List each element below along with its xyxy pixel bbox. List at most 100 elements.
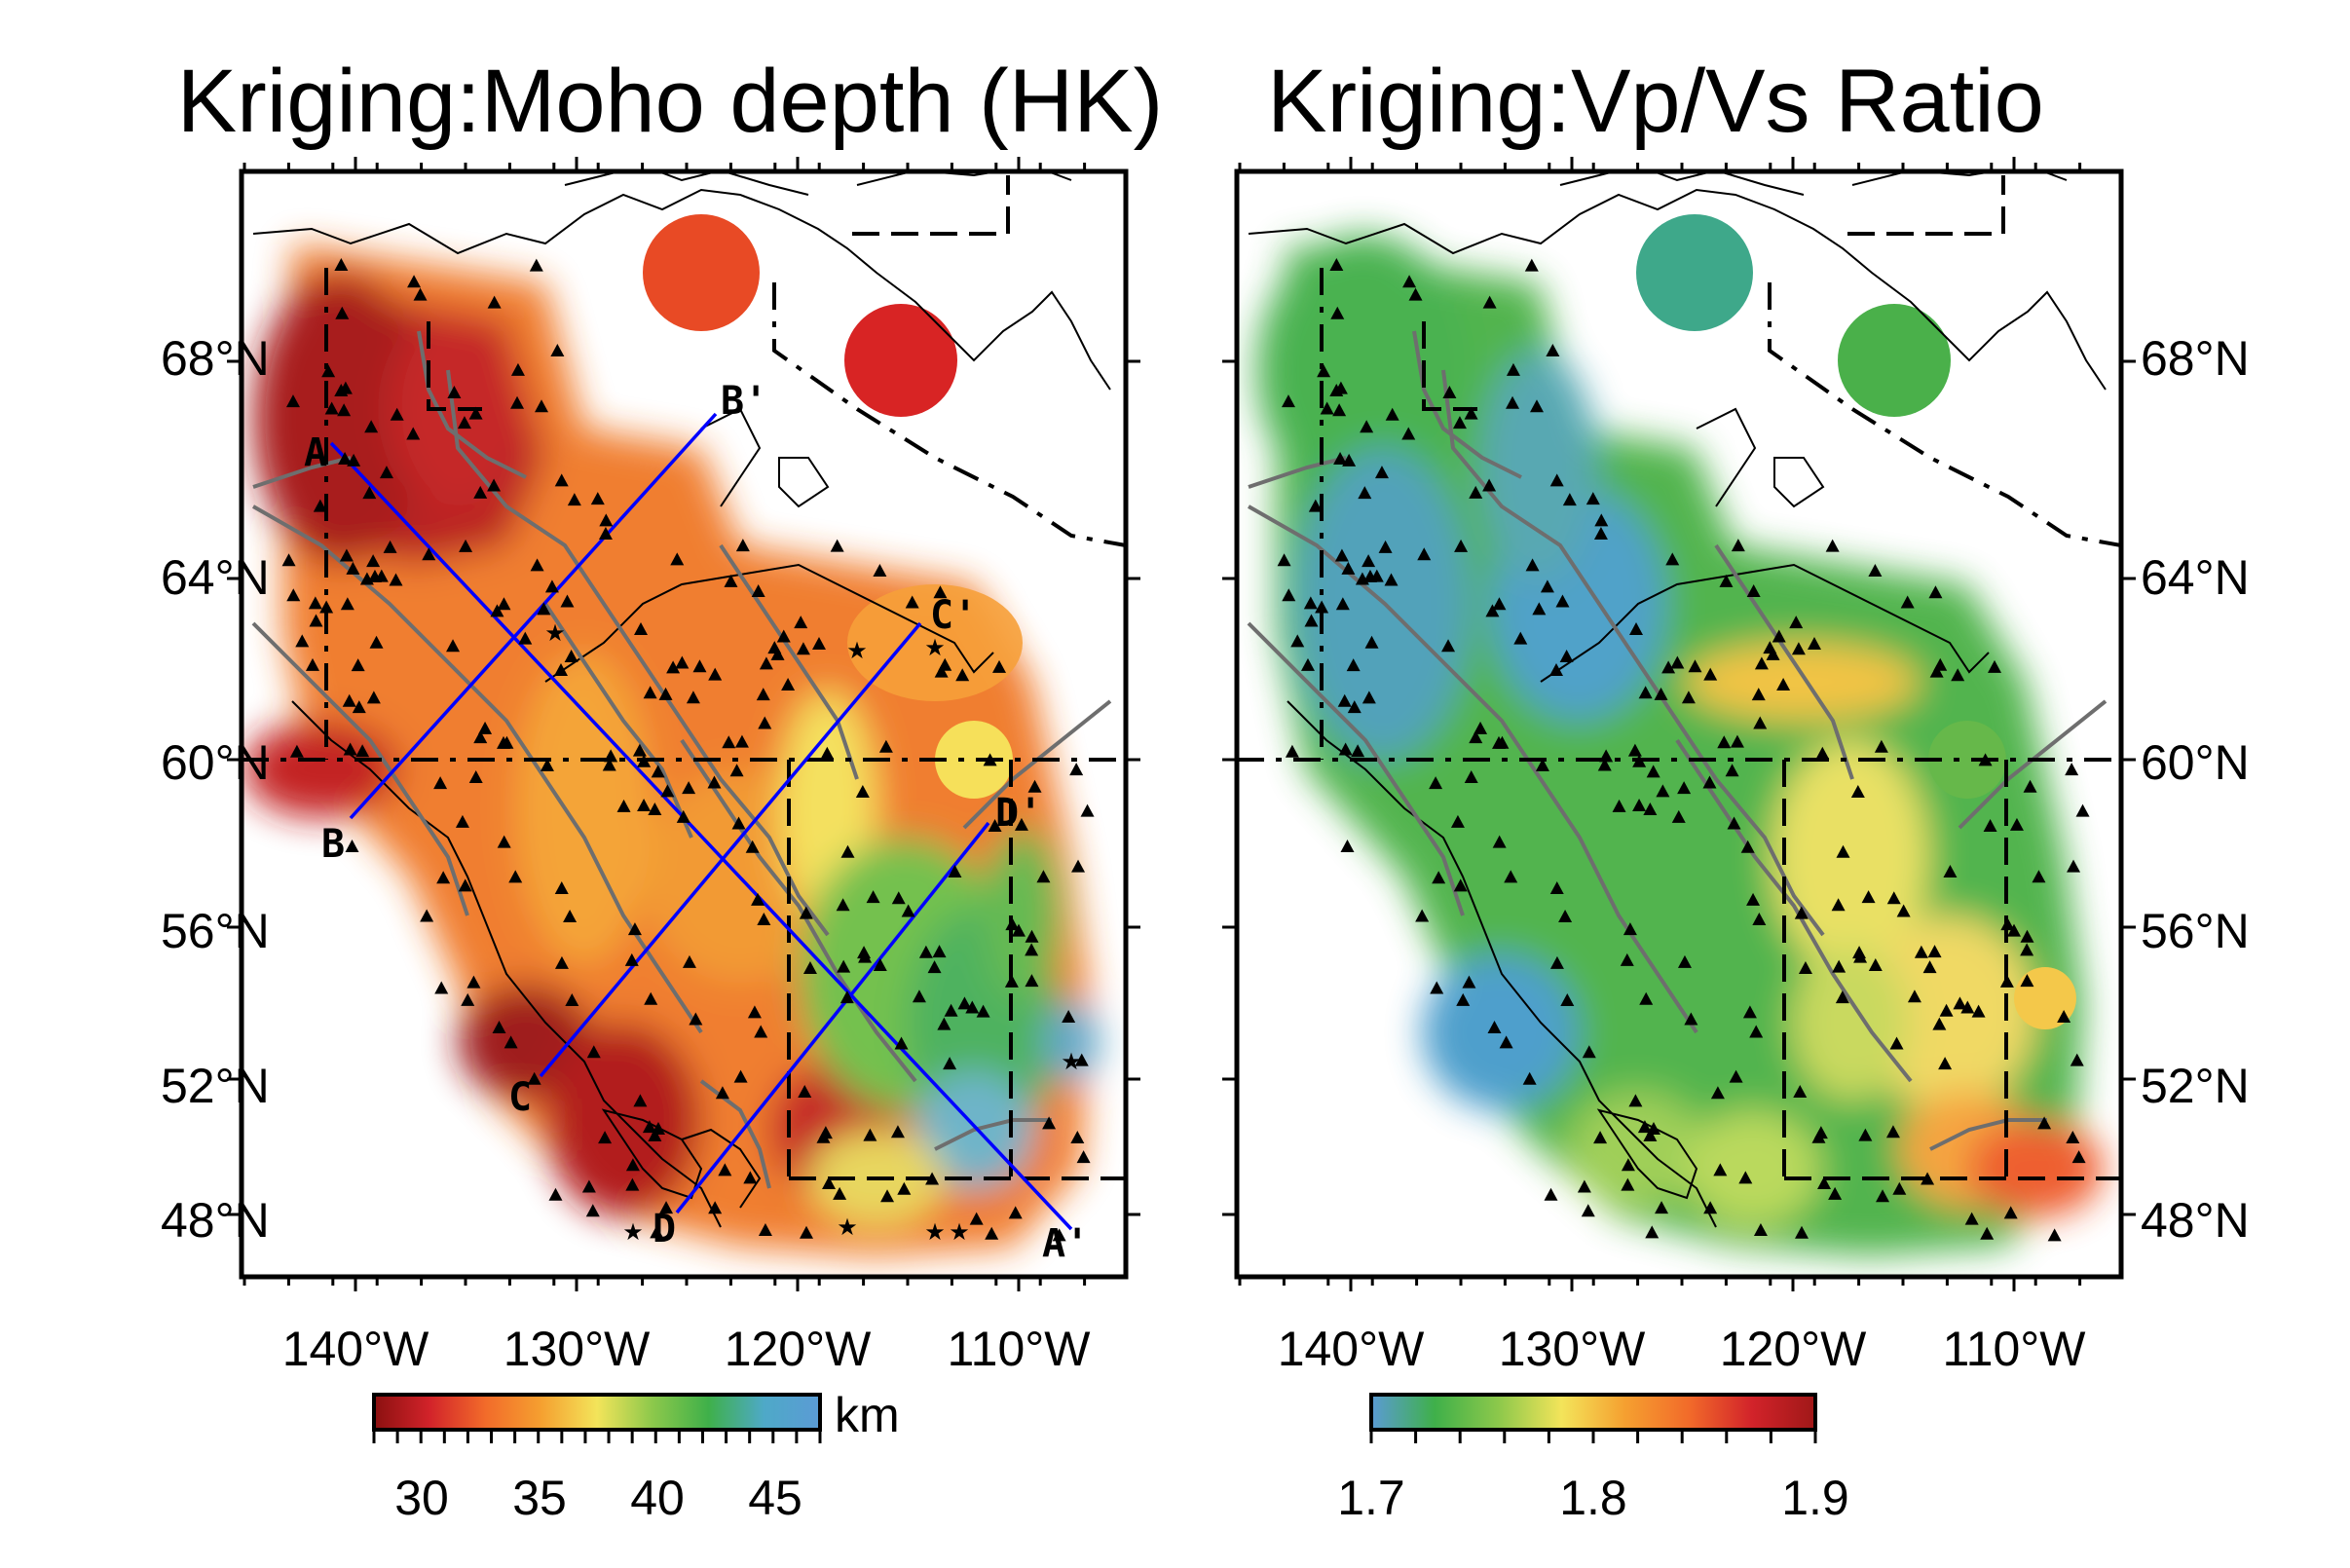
triangle-icon <box>1710 1086 1725 1100</box>
triangle-icon <box>733 1069 748 1083</box>
profile-c-start-label: C <box>508 1075 532 1120</box>
triangle-icon <box>855 784 870 798</box>
triangle-icon <box>1506 395 1520 409</box>
y-tick-label: 48°N <box>161 1193 270 1248</box>
triangle-icon <box>2057 1009 2071 1023</box>
triangle-icon <box>1277 553 1291 567</box>
triangle-icon <box>497 597 511 611</box>
triangle-icon <box>767 641 782 654</box>
triangle-icon <box>1025 974 1039 988</box>
triangle-icon <box>651 1121 665 1135</box>
triangle-icon <box>1441 639 1456 653</box>
triangle-icon <box>1951 668 1965 682</box>
triangle-icon <box>863 1128 877 1141</box>
triangle-icon <box>473 730 488 744</box>
map-frame <box>239 168 1129 1280</box>
triangle-icon <box>1351 744 1365 758</box>
triangle-icon <box>1374 466 1389 479</box>
triangle-icon <box>1525 558 1540 572</box>
triangle-icon <box>1334 548 1349 562</box>
x-tick-labels: 140°W 130°W 120°W 110°W <box>282 1322 1092 1376</box>
triangle-icon <box>598 1131 613 1144</box>
triangle-icon <box>1492 835 1507 848</box>
triangle-icon <box>1932 1017 1947 1030</box>
triangle-icon <box>342 693 356 707</box>
triangle-icon <box>747 1005 762 1019</box>
triangle-icon <box>686 691 700 704</box>
triangle-icon <box>944 1003 958 1017</box>
triangle-icon <box>345 839 359 852</box>
triangle-icon <box>1069 763 1084 776</box>
triangle-icon <box>1499 1035 1513 1049</box>
star-icon: ★ <box>544 619 566 647</box>
triangle-icon <box>537 602 551 616</box>
triangle-icon <box>1290 634 1305 648</box>
triangle-icon <box>1772 629 1786 643</box>
triangle-icon <box>436 871 451 884</box>
triangle-icon <box>1558 910 1573 923</box>
triangle-icon <box>338 452 353 466</box>
triangle-icon <box>627 922 642 936</box>
triangle-icon <box>905 595 919 609</box>
triangle-icon <box>1417 547 1432 561</box>
triangle-icon <box>1656 784 1670 798</box>
triangle-icon <box>508 870 523 883</box>
triangle-icon <box>1929 664 1944 678</box>
x-tick-label: 130°W <box>1499 1322 1646 1376</box>
triangle-icon <box>565 992 579 1006</box>
triangle-icon <box>933 585 948 599</box>
triangle-icon <box>1740 840 1755 853</box>
triangle-icon <box>901 904 915 917</box>
triangle-icon <box>1025 943 1039 956</box>
triangle-icon <box>1980 1226 1995 1240</box>
triangle-icon <box>389 573 403 586</box>
triangle-icon <box>1532 602 1547 616</box>
y-tick-label: 56°N <box>2141 904 2250 958</box>
triangle-icon <box>346 561 360 575</box>
y-tick-label: 60°N <box>161 735 270 790</box>
triangle-icon <box>689 1012 703 1026</box>
triangle-icon <box>1004 974 1019 988</box>
triangle-icon <box>455 814 469 828</box>
triangle-icon <box>1939 1003 1954 1017</box>
triangle-icon <box>1074 1053 1089 1066</box>
triangle-icon <box>932 945 947 958</box>
triangle-icon <box>943 1057 957 1070</box>
colorbar-tick-label: 1.8 <box>1559 1471 1627 1525</box>
triangle-icon <box>1988 659 2002 673</box>
triangle-icon <box>434 981 449 994</box>
colorbar-tick-label: 1.9 <box>1781 1471 1849 1525</box>
triangle-icon <box>708 1201 723 1214</box>
triangle-icon <box>553 662 568 676</box>
triangle-icon <box>1300 657 1315 671</box>
triangle-icon <box>642 1120 656 1134</box>
triangle-icon <box>554 880 569 894</box>
triangle-icon <box>446 639 461 653</box>
triangle-icon <box>648 803 662 816</box>
triangle-icon <box>1964 1212 1979 1225</box>
triangle-icon <box>1960 1000 1975 1014</box>
triangle-icon <box>1317 364 1331 378</box>
triangle-icon <box>735 539 750 552</box>
triangle-icon <box>602 758 616 771</box>
triangle-icon <box>1347 700 1362 714</box>
triangle-icon <box>1597 758 1612 771</box>
triangle-icon <box>1858 1128 1873 1141</box>
coastline <box>1248 171 2107 1228</box>
triangle-icon <box>918 945 933 958</box>
triangle-icon <box>756 688 770 701</box>
triangle-icon <box>433 776 448 790</box>
triangle-icon <box>1639 991 1654 1005</box>
triangle-icon <box>937 1017 951 1030</box>
triangle-icon <box>1943 864 1958 877</box>
triangle-icon <box>540 758 554 771</box>
triangle-icon <box>1798 961 1812 975</box>
triangle-icon <box>992 659 1007 673</box>
triangle-icon <box>1921 1172 1935 1185</box>
triangle-icon <box>1671 809 1686 823</box>
triangle-icon <box>1329 258 1344 272</box>
triangle-icon <box>1492 735 1507 749</box>
triangle-icon <box>1415 909 1430 922</box>
triangle-icon <box>497 835 511 848</box>
triangle-icon <box>715 1086 729 1100</box>
